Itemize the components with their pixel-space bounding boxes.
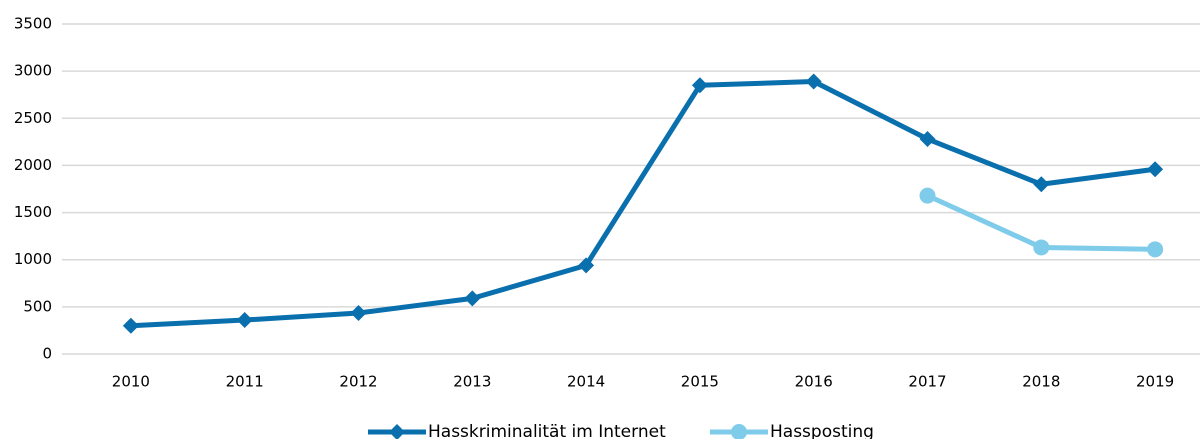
marker: [1147, 161, 1164, 178]
series-line: [130, 79, 1156, 329]
marker: [805, 73, 822, 90]
marker: [350, 304, 367, 321]
x-tick-label: 2015: [681, 373, 719, 391]
marker: [919, 187, 936, 204]
x-tick-label: 2011: [226, 373, 264, 391]
marker: [731, 424, 747, 440]
marker: [122, 317, 139, 334]
y-tick-label: 3500: [14, 15, 52, 33]
y-tick-label: 500: [23, 297, 52, 315]
marker: [578, 257, 595, 274]
marker: [1147, 241, 1164, 258]
x-tick-label: 2017: [908, 373, 946, 391]
marker: [691, 77, 708, 94]
x-tick-label: 2018: [1022, 373, 1060, 391]
marker: [389, 424, 405, 440]
marker: [1033, 239, 1050, 256]
marker: [1033, 176, 1050, 193]
y-tick-label: 2500: [14, 109, 52, 127]
x-tick-label: 2014: [567, 373, 605, 391]
y-tick-label: 1000: [14, 250, 52, 268]
legend-label: Hasskriminalität im Internet: [428, 422, 666, 439]
y-tick-label: 2000: [14, 156, 52, 174]
x-tick-label: 2019: [1136, 373, 1174, 391]
x-tick-label: 2016: [795, 373, 833, 391]
y-tick-label: 1500: [14, 203, 52, 221]
marker: [464, 290, 481, 307]
x-tick-label: 2012: [339, 373, 377, 391]
legend-label: Hassposting: [770, 422, 874, 439]
y-tick-label: 0: [42, 345, 52, 363]
x-tick-label: 2010: [112, 373, 150, 391]
x-tick-label: 2013: [453, 373, 491, 391]
marker: [919, 131, 936, 148]
marker: [236, 312, 253, 329]
y-tick-label: 3000: [14, 62, 52, 80]
